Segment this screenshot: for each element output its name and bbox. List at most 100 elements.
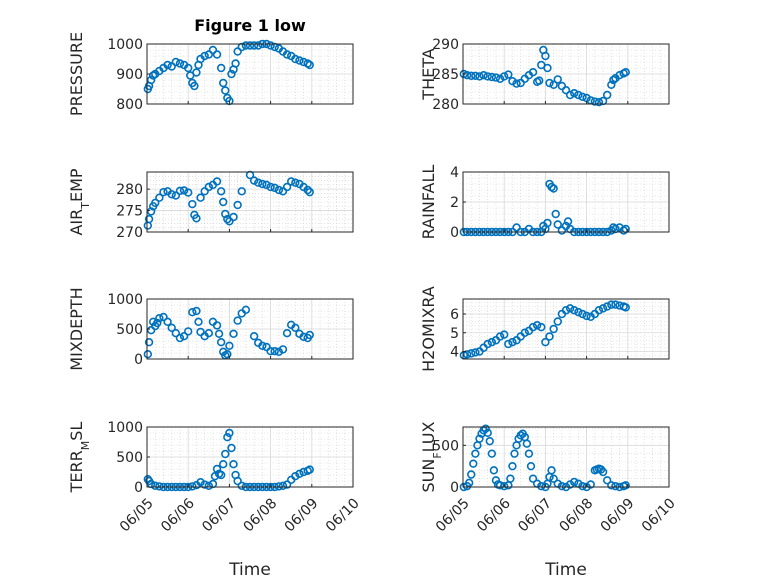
data-point bbox=[278, 187, 288, 196]
data-point bbox=[175, 186, 185, 196]
data-point bbox=[237, 481, 246, 490]
data-point bbox=[481, 424, 490, 433]
data-point bbox=[266, 41, 275, 50]
x-tick-label: 06/08 bbox=[557, 495, 597, 535]
data-point bbox=[221, 449, 230, 459]
data-point bbox=[190, 81, 199, 91]
data-point bbox=[491, 476, 501, 485]
data-point bbox=[487, 449, 497, 458]
data-point bbox=[495, 332, 505, 341]
x-tick-label: 06/06 bbox=[158, 495, 198, 535]
data-point bbox=[565, 480, 575, 489]
data-point bbox=[171, 57, 181, 67]
data-point bbox=[208, 45, 218, 55]
data-point bbox=[216, 338, 226, 347]
data-point bbox=[184, 327, 193, 336]
data-point bbox=[574, 90, 583, 100]
data-point bbox=[196, 193, 205, 202]
data-point bbox=[557, 226, 567, 235]
data-point bbox=[171, 191, 181, 200]
data-point bbox=[522, 439, 532, 448]
data-point bbox=[229, 460, 238, 469]
data-point bbox=[219, 78, 228, 88]
data-point bbox=[233, 47, 242, 56]
data-point bbox=[167, 62, 176, 71]
data-point bbox=[607, 80, 616, 90]
data-point bbox=[175, 59, 185, 68]
data-point bbox=[295, 469, 304, 478]
data-point bbox=[212, 177, 222, 186]
x-tick-label: 06/08 bbox=[241, 495, 281, 535]
data-point bbox=[287, 177, 296, 186]
data-point bbox=[223, 350, 232, 359]
data-point bbox=[254, 178, 263, 187]
data-point bbox=[227, 443, 236, 453]
data-point bbox=[184, 63, 193, 73]
data-point bbox=[475, 434, 484, 443]
subplot-4: 0 2 4 RAINFALL bbox=[419, 165, 670, 241]
data-point bbox=[216, 470, 226, 480]
data-point bbox=[305, 60, 314, 70]
data-point bbox=[188, 199, 197, 209]
data-point bbox=[602, 90, 612, 100]
subplot-3: 270 275 280 AIRTEMP bbox=[67, 168, 354, 241]
data-point bbox=[500, 72, 509, 81]
data-point bbox=[144, 214, 154, 224]
data-point bbox=[305, 465, 314, 474]
data-point bbox=[500, 481, 509, 491]
data-point bbox=[516, 431, 525, 440]
data-point bbox=[159, 312, 168, 322]
data-point bbox=[278, 481, 288, 490]
data-point bbox=[541, 337, 550, 347]
data-point bbox=[179, 186, 189, 195]
data-point bbox=[485, 436, 494, 446]
data-point bbox=[196, 478, 205, 487]
x-tick-label: 06/09 bbox=[598, 495, 638, 535]
data-point bbox=[462, 70, 472, 80]
data-point bbox=[491, 73, 501, 82]
data-point bbox=[602, 476, 612, 485]
data-point bbox=[547, 466, 556, 475]
data-point bbox=[495, 74, 505, 84]
data-point bbox=[295, 56, 304, 65]
data-point bbox=[565, 90, 575, 100]
y-tick-label: 280 bbox=[116, 182, 143, 198]
data-point bbox=[621, 481, 630, 490]
data-point bbox=[469, 459, 478, 468]
data-point bbox=[611, 481, 620, 491]
data-point bbox=[188, 308, 197, 317]
data-point bbox=[291, 54, 300, 64]
y-axis-label: PRESSURE bbox=[67, 32, 86, 116]
y-axis-label: THETA bbox=[419, 48, 438, 100]
data-point bbox=[200, 187, 209, 196]
data-point bbox=[607, 481, 616, 490]
data-point bbox=[594, 306, 604, 315]
data-point bbox=[266, 347, 275, 356]
data-point bbox=[200, 480, 209, 489]
data-point bbox=[270, 183, 279, 193]
data-point bbox=[159, 187, 168, 197]
data-point bbox=[212, 464, 222, 474]
data-point bbox=[144, 338, 154, 347]
data-point bbox=[221, 209, 230, 219]
data-point bbox=[621, 303, 630, 312]
x-tick-label: 06/10 bbox=[323, 495, 363, 535]
data-point bbox=[227, 69, 236, 79]
data-point bbox=[524, 449, 534, 458]
data-point bbox=[167, 323, 176, 332]
axes-frame bbox=[146, 171, 354, 233]
data-point bbox=[282, 329, 292, 338]
subplot-1: 800 900 1000 PRESSURE Figure 1 low bbox=[67, 16, 354, 116]
data-point bbox=[249, 41, 259, 50]
data-point bbox=[278, 345, 288, 354]
x-tick-label: 06/06 bbox=[474, 495, 514, 535]
data-point bbox=[574, 307, 583, 317]
data-point bbox=[219, 460, 228, 469]
data-point bbox=[504, 339, 513, 349]
data-point bbox=[528, 67, 538, 77]
data-point bbox=[192, 68, 201, 77]
data-point bbox=[231, 59, 240, 68]
data-point bbox=[214, 329, 224, 338]
